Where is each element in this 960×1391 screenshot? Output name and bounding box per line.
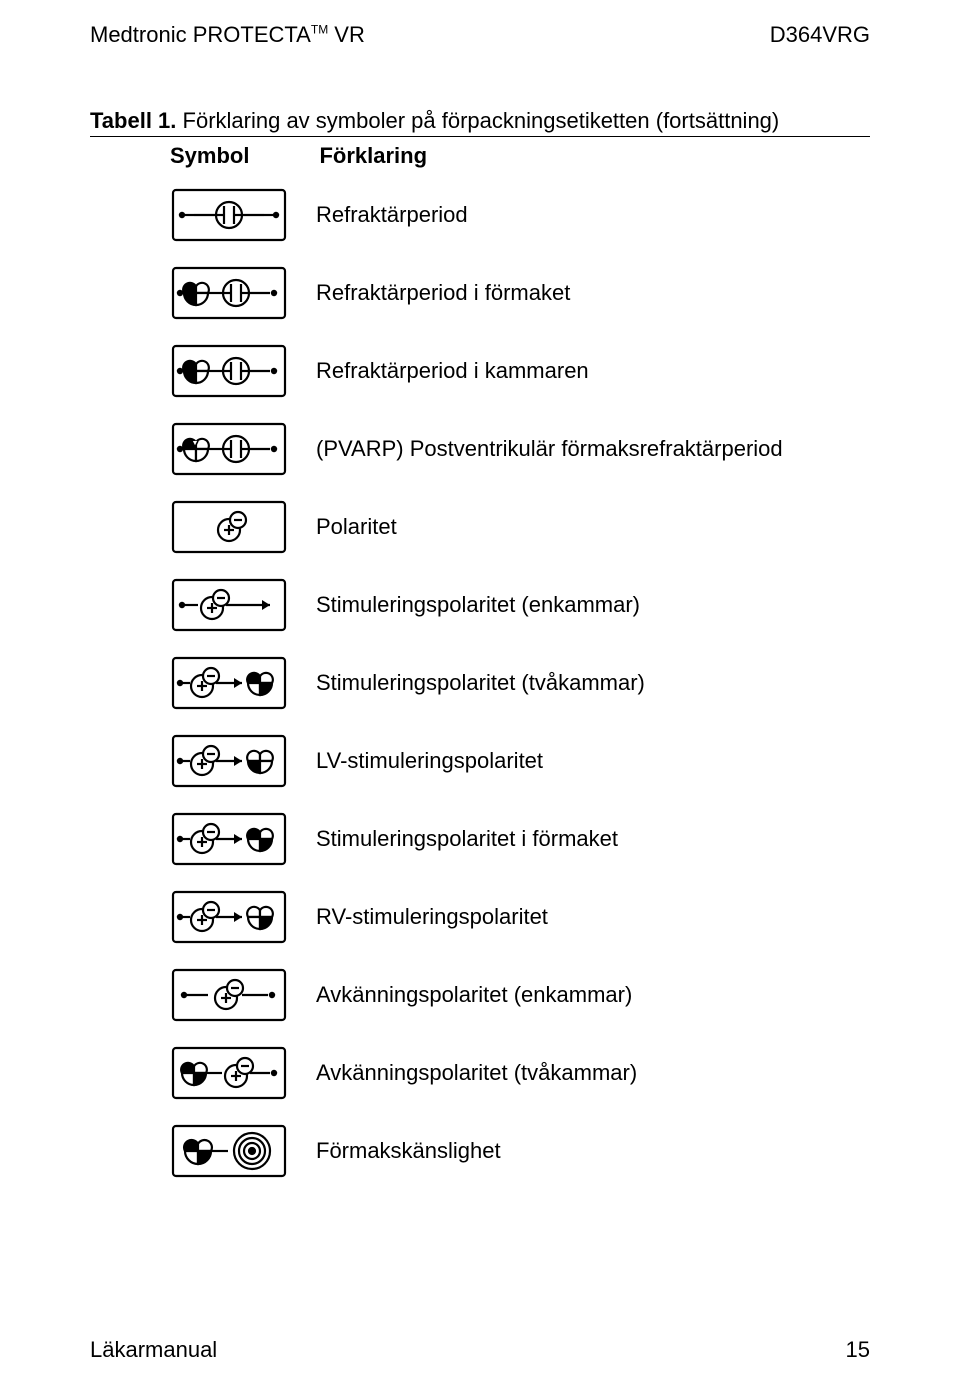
col-symbol: Symbol [170,143,249,169]
row-label: Stimuleringspolaritet (enkammar) [316,591,640,620]
refractory-icon [170,187,288,243]
model-suffix: VR [328,22,365,47]
title-rule [90,136,870,137]
row-label: Stimuleringspolaritet i förmaket [316,825,618,854]
footer-left: Läkarmanual [90,1337,217,1363]
atrial-sensitivity-icon [170,1123,288,1179]
page-footer: Läkarmanual 15 [90,1337,870,1363]
table-row: Refraktärperiod i förmaket [90,265,870,321]
table-row: Stimuleringspolaritet (tvåkammar) [90,655,870,711]
stim-single-icon [170,577,288,633]
row-label: RV-stimuleringspolaritet [316,903,548,932]
table-row: Refraktärperiod [90,187,870,243]
title-rest: Förklaring av symboler på förpackningset… [176,108,779,133]
refractory-ventricle-icon [170,343,288,399]
table-row: Avkänningspolaritet (enkammar) [90,967,870,1023]
table-row: LV-stimuleringspolaritet [90,733,870,789]
column-headers: Symbol Förklaring [90,143,870,169]
table-row: (PVARP) Postventrikulär förmaksrefraktär… [90,421,870,477]
symbol-table: Refraktärperiod Refraktärperiod i förmak… [90,187,870,1179]
table-row: Avkänningspolaritet (tvåkammar) [90,1045,870,1101]
title-prefix: Tabell 1. [90,108,176,133]
table-row: Refraktärperiod i kammaren [90,343,870,399]
table-row: Stimuleringspolaritet (enkammar) [90,577,870,633]
table-title: Tabell 1. Förklaring av symboler på förp… [90,108,870,134]
col-desc: Förklaring [319,143,427,169]
sense-dual-icon [170,1045,288,1101]
rv-stim-icon [170,889,288,945]
pvarp-icon [170,421,288,477]
header-right: D364VRG [770,22,870,48]
brand: Medtronic PROTECTA [90,22,311,47]
table-row: RV-stimuleringspolaritet [90,889,870,945]
stim-dual-icon [170,655,288,711]
row-label: Polaritet [316,513,397,542]
header-left: Medtronic PROTECTATM VR [90,22,365,48]
refractory-atrium-icon [170,265,288,321]
polarity-icon [170,499,288,555]
page-header: Medtronic PROTECTATM VR D364VRG [90,22,870,48]
stim-atrium-icon [170,811,288,867]
table-row: Förmakskänslighet [90,1123,870,1179]
row-label: Avkänningspolaritet (tvåkammar) [316,1059,637,1088]
row-label: Stimuleringspolaritet (tvåkammar) [316,669,645,698]
row-label: Förmakskänslighet [316,1137,501,1166]
row-label: Refraktärperiod i förmaket [316,279,570,308]
row-label: Avkänningspolaritet (enkammar) [316,981,632,1010]
row-label: (PVARP) Postventrikulär förmaksrefraktär… [316,435,783,464]
row-label: Refraktärperiod i kammaren [316,357,589,386]
footer-page: 15 [846,1337,870,1363]
sense-single-icon [170,967,288,1023]
table-row: Stimuleringspolaritet i förmaket [90,811,870,867]
trademark: TM [311,23,328,37]
table-row: Polaritet [90,499,870,555]
row-label: LV-stimuleringspolaritet [316,747,543,776]
lv-stim-icon [170,733,288,789]
row-label: Refraktärperiod [316,201,468,230]
